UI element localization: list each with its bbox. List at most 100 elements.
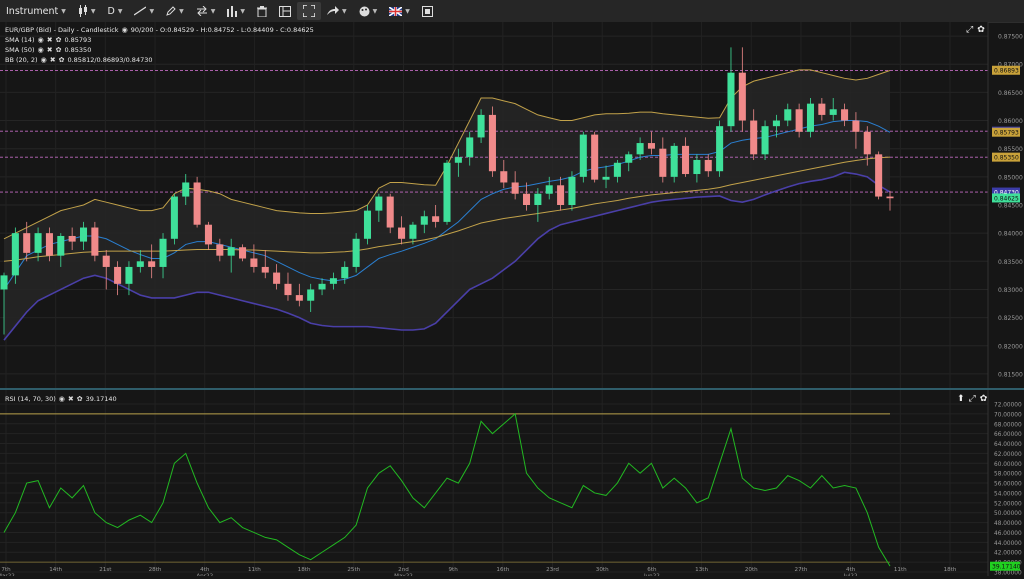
x-tick-label: 16th	[496, 567, 509, 573]
rsi-y-tick-label: 70.00000	[994, 412, 1022, 418]
candle-body	[432, 216, 440, 222]
close-icon[interactable]: ✖	[49, 56, 56, 64]
gear-icon[interactable]: ✿	[979, 394, 988, 404]
candle-body	[250, 258, 258, 267]
layout-button[interactable]	[273, 2, 297, 20]
pane-separator[interactable]	[0, 388, 1024, 390]
candle-body	[125, 266, 133, 284]
gear-icon[interactable]: ✿	[55, 46, 62, 54]
legend-sma50-value: 0.85350	[64, 46, 92, 54]
candle-body	[227, 247, 235, 256]
legend-bb-row: BB (20, 2) ◉ ✖ ✿ 0.85812/0.86893/0.84730	[5, 56, 153, 64]
y-tick-label: 0.86000	[998, 118, 1023, 125]
price-badge-bb_lower	[992, 187, 1020, 197]
timeframe-label: D	[107, 5, 115, 17]
candle-body	[0, 275, 8, 290]
y-tick-label: 0.85500	[998, 146, 1023, 153]
arrow-up-icon[interactable]: ⬆	[957, 394, 965, 404]
price-badge-text-sma14: 0.85793	[994, 129, 1019, 136]
candle-body	[852, 120, 860, 132]
price-chart[interactable]: 0.87500 0.87000 0.86500 0.86000 0.85500 0.850…	[0, 22, 1024, 388]
eye-icon[interactable]: ◉	[121, 26, 128, 34]
gear-icon[interactable]: ✿	[55, 36, 62, 44]
gear-icon[interactable]: ✿	[977, 25, 985, 35]
y-tick-label: 0.82000	[998, 343, 1023, 350]
candle-body	[625, 154, 633, 163]
gear-icon[interactable]: ✿	[58, 56, 65, 64]
chevron-down-icon: ▼	[149, 7, 155, 15]
close-icon[interactable]: ✖	[46, 46, 53, 54]
close-icon[interactable]: ✖	[67, 395, 74, 403]
candle-body	[647, 143, 655, 149]
candle-body	[193, 182, 201, 225]
delete-button[interactable]	[251, 2, 273, 20]
indicators-dropdown[interactable]: ▼	[221, 2, 251, 20]
expand-icon[interactable]: ⤢	[968, 394, 976, 404]
price-badge-text-bb_upper: 0.86893	[994, 68, 1019, 75]
settings-button[interactable]	[416, 2, 439, 20]
legend-ohlc: 90/200 - O:0.84529 - H:0.84752 - L:0.844…	[130, 26, 314, 34]
chart-type-dropdown[interactable]: ▼	[72, 2, 102, 20]
gear-icon[interactable]: ✿	[76, 395, 83, 403]
chevron-down-icon: ▼	[61, 7, 66, 15]
close-icon[interactable]: ✖	[46, 36, 53, 44]
chevron-down-icon: ▼	[405, 7, 410, 15]
candle-body	[307, 289, 315, 301]
y-tick-label: 0.82500	[998, 315, 1023, 322]
rsi-y-tick-label: 46.00000	[994, 531, 1022, 537]
theme-dropdown[interactable]: ▼	[353, 2, 384, 20]
price-chart-panel[interactable]: 0.87500 0.87000 0.86500 0.86000 0.85500 0.850…	[0, 22, 1024, 388]
price-badge-close	[992, 193, 1020, 203]
rsi-value-badge-text: 39.17140	[992, 564, 1021, 571]
expand-icon	[302, 5, 315, 17]
instrument-dropdown[interactable]: Instrument ▼	[0, 2, 72, 20]
candle-body	[182, 182, 190, 197]
language-dropdown[interactable]: ▼	[383, 2, 416, 20]
rsi-chart-panel[interactable]: 72.00000 70.00000 68.00000 66.00000 64.00000…	[0, 390, 1024, 579]
candle-body	[375, 196, 383, 211]
candle-body	[420, 216, 428, 225]
rsi-y-tick-label: 58.00000	[994, 472, 1022, 478]
rsi-y-tick-label: 52.00000	[994, 501, 1022, 507]
settings-square-icon	[421, 5, 433, 17]
timeframe-dropdown[interactable]: D ▼	[102, 2, 129, 20]
candle-body	[341, 266, 349, 279]
compare-tool-dropdown[interactable]: ▼	[190, 2, 222, 20]
y-tick-label: 0.85000	[998, 174, 1023, 181]
candlestick-icon	[78, 5, 87, 17]
x-tick-label: 2nd	[398, 567, 409, 573]
candle-body	[841, 109, 849, 121]
indicators-icon	[227, 5, 238, 17]
candle-body	[284, 283, 292, 296]
rsi-y-tick-label: 48.00000	[994, 521, 1022, 527]
eye-icon[interactable]: ◉	[40, 56, 47, 64]
fullscreen-button[interactable]	[296, 2, 321, 20]
legend-rsi-label: RSI (14, 70, 30)	[5, 395, 56, 403]
rsi-y-tick-label: 38.00000	[994, 571, 1022, 577]
legend-bb-value: 0.85812/0.86893/0.84730	[67, 56, 153, 64]
eye-icon[interactable]: ◉	[37, 36, 44, 44]
x-tick-label: 7th	[1, 567, 11, 573]
candle-body	[398, 227, 406, 239]
x-tick-label: 11th	[248, 567, 261, 573]
y-tick-label: 0.84000	[998, 231, 1023, 238]
candle-body	[659, 148, 667, 177]
y-tick-label: 0.83500	[998, 259, 1023, 266]
candle-body	[568, 176, 576, 205]
rsi-y-tick-label: 64.00000	[994, 442, 1022, 448]
draw-tool-dropdown[interactable]: ▼	[160, 2, 190, 20]
x-tick-label: 4th	[846, 567, 856, 573]
x-tick-label: 9th	[449, 567, 459, 573]
candle-body	[409, 224, 417, 239]
trendline-tool-dropdown[interactable]: ▼	[128, 2, 160, 20]
rsi-y-tick-label: 54.00000	[994, 491, 1022, 497]
y-tick-label: 0.83000	[998, 287, 1023, 294]
candle-body	[477, 114, 485, 138]
top-toolbar: Instrument ▼ ▼ D ▼ ▼ ▼ ▼ ▼ ▼ ▼	[0, 0, 1024, 23]
share-dropdown[interactable]: ▼	[321, 2, 353, 20]
candle-body	[352, 238, 360, 267]
rsi-chart[interactable]: 72.00000 70.00000 68.00000 66.00000 64.00000…	[0, 390, 1024, 579]
expand-icon[interactable]: ⤢	[966, 25, 974, 35]
eye-icon[interactable]: ◉	[37, 46, 44, 54]
eye-icon[interactable]: ◉	[58, 395, 65, 403]
